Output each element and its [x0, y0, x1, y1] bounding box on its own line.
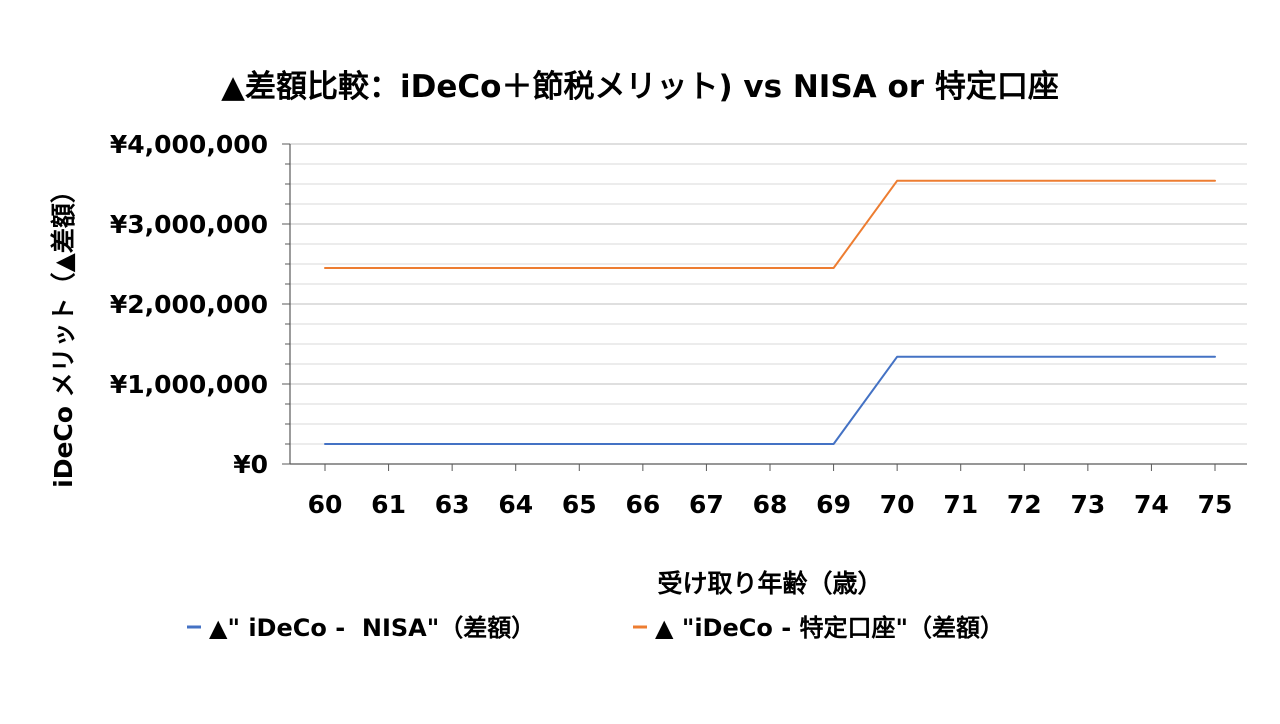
x-tick-label: 72: [1007, 490, 1042, 519]
tick-labels: ¥0 ¥1,000,000 ¥2,000,000 ¥3,000,000 ¥4,000,0…: [110, 130, 1233, 519]
y-tick-label: ¥3,000,000: [110, 210, 268, 239]
legend-label: ▲ "iDeCo - 特定口座"（差額）: [655, 614, 1004, 642]
y-tick-label: ¥2,000,000: [110, 290, 268, 319]
axes: [282, 143, 1247, 471]
x-tick-label: 63: [435, 490, 470, 519]
x-tick-label: 70: [880, 490, 915, 519]
x-tick-label: 75: [1198, 490, 1233, 519]
y-tick-label: ¥0: [233, 450, 268, 479]
x-tick-label: 64: [498, 490, 533, 519]
series-line-1: [324, 355, 1216, 445]
series-line-2: [324, 179, 1216, 269]
x-tick-label: 74: [1134, 490, 1169, 519]
y-tick-label: ¥1,000,000: [110, 370, 268, 399]
legend-label: ▲" iDeCo - NISA"（差額）: [209, 614, 535, 642]
y-tick-label: ¥4,000,000: [110, 130, 268, 159]
x-tick-label: 69: [816, 490, 851, 519]
chart-title: ▲差額比較：iDeCo＋節税メリット) vs NISA or 特定口座: [221, 69, 1059, 105]
x-tick-label: 60: [308, 490, 343, 519]
x-axis-title: 受け取り年齢（歳）: [657, 569, 882, 598]
x-tick-label: 71: [943, 490, 978, 519]
x-tick-label: 65: [562, 490, 597, 519]
y-axis-title: iDeCo メリット（▲差額）: [49, 178, 78, 488]
x-tick-label: 68: [753, 490, 788, 519]
gridlines: [290, 143, 1247, 445]
series-lines: [324, 179, 1216, 445]
x-tick-label: 73: [1070, 490, 1105, 519]
x-tick-label: 66: [625, 490, 660, 519]
x-tick-label: 61: [371, 490, 406, 519]
x-tick-label: 67: [689, 490, 724, 519]
legend: ▲" iDeCo - NISA"（差額） ▲ "iDeCo - 特定口座"（差額）: [187, 614, 1004, 642]
